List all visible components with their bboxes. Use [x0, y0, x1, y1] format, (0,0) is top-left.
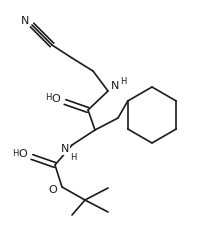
Text: O: O	[52, 94, 60, 104]
Text: N: N	[21, 16, 29, 26]
Text: H: H	[45, 93, 51, 103]
Text: H: H	[70, 153, 76, 162]
Text: H: H	[12, 149, 18, 157]
Text: O: O	[19, 149, 27, 159]
Text: N: N	[111, 81, 119, 91]
Text: H: H	[120, 77, 126, 86]
Text: N: N	[61, 144, 69, 154]
Text: O: O	[49, 185, 57, 195]
